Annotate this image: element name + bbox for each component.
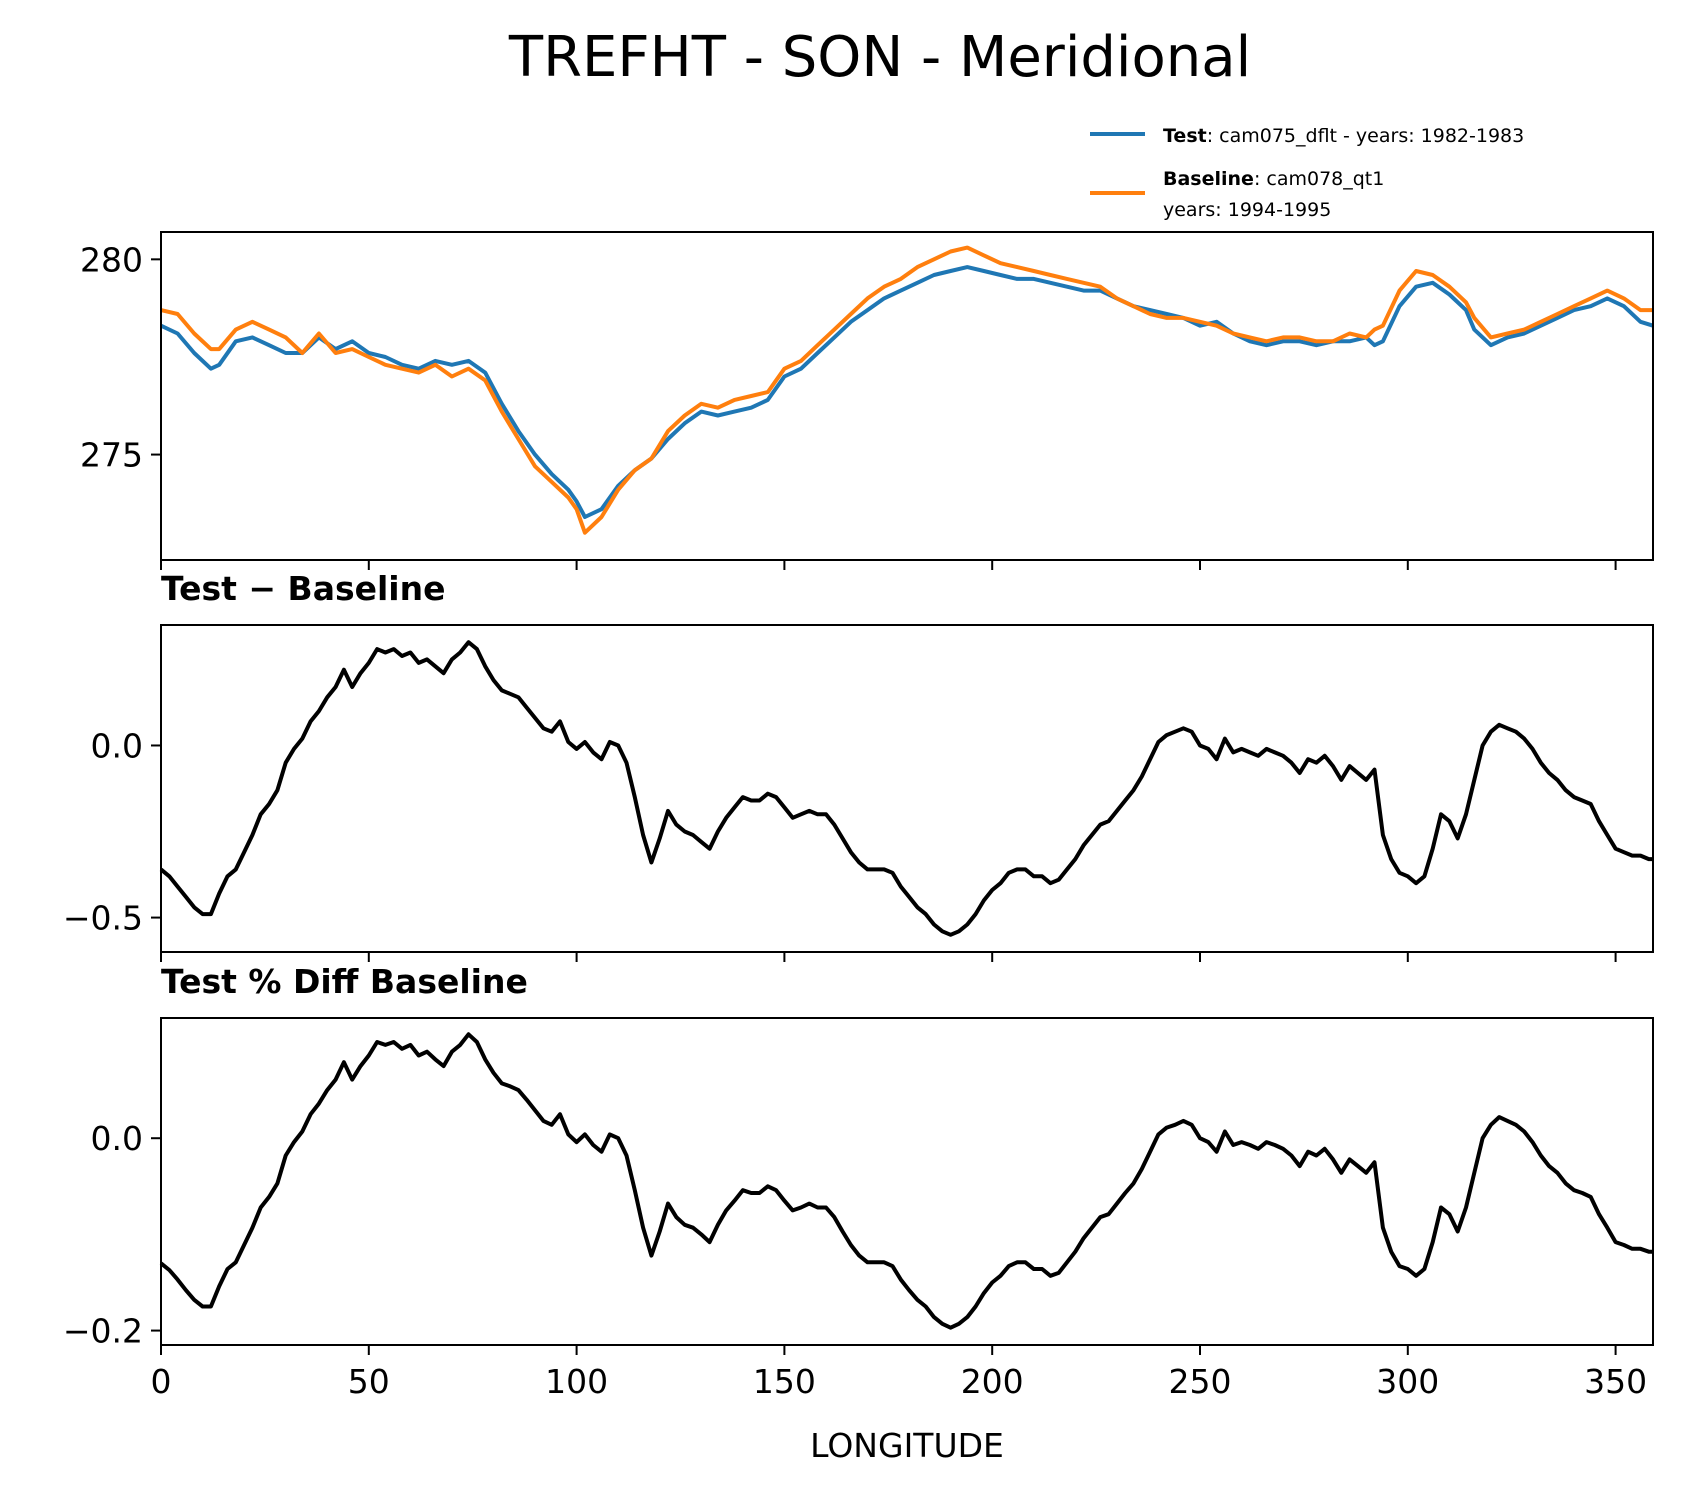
- legend-test-name: Test: [1163, 125, 1207, 147]
- y-tick-label-main-1: 280: [80, 240, 143, 279]
- panel-main: 275 280: [80, 231, 1654, 570]
- x-axis-label: LONGITUDE: [810, 1426, 1004, 1465]
- panel-main-frame: [160, 231, 1654, 561]
- legend-baseline-years: years: 1994-1995: [1163, 199, 1331, 221]
- panel-percent-difference-frame: [160, 1017, 1654, 1346]
- y-tick-label-diff-1: 0.0: [91, 726, 143, 765]
- y-tick-label-diff-0: −0.5: [63, 899, 143, 938]
- y-tick-label-main-0: 275: [80, 436, 143, 475]
- series-line-pctdiff-0: [159, 1032, 1653, 1330]
- legend-baseline-label: Baseline: cam078_qt1: [1163, 168, 1384, 190]
- series-line-diff-0: [159, 640, 1653, 937]
- y-tick-label-pctdiff-0: −0.2: [63, 1312, 143, 1351]
- panel-percent-difference-title: Test % Diff Baseline: [161, 962, 528, 1001]
- legend: Test: cam075_dflt - years: 1982-1983 Bas…: [1090, 125, 1524, 221]
- x-tick-label-2: 100: [545, 1362, 608, 1401]
- panel-difference-frame: [160, 624, 1654, 953]
- panel-difference-title: Test − Baseline: [161, 569, 446, 608]
- legend-test-label: Test: cam075_dflt - years: 1982-1983: [1163, 125, 1524, 147]
- panel-difference: Test − Baseline −0.5 0.0: [63, 569, 1654, 962]
- x-tick-label-7: 350: [1584, 1362, 1647, 1401]
- x-tick-label-4: 200: [961, 1362, 1024, 1401]
- x-tick-label-0: 0: [151, 1362, 172, 1401]
- x-tick-label-3: 150: [753, 1362, 816, 1401]
- x-tick-label-1: 50: [348, 1362, 390, 1401]
- series-line-main-0: [160, 265, 1654, 519]
- series-line-main-1: [160, 245, 1653, 535]
- y-tick-label-pctdiff-1: 0.0: [91, 1119, 143, 1158]
- chart-title: TREFHT - SON - Meridional: [508, 25, 1251, 90]
- x-tick-label-6: 300: [1376, 1362, 1439, 1401]
- panel-percent-difference: Test % Diff Baseline −0.2 0.0 0 50 100 150 200…: [63, 962, 1654, 1401]
- x-tick-label-5: 250: [1168, 1362, 1231, 1401]
- legend-baseline-name: Baseline: [1163, 168, 1254, 190]
- legend-baseline-text: : cam078_qt1: [1254, 168, 1384, 190]
- legend-test-text: : cam075_dflt - years: 1982-1983: [1207, 125, 1525, 147]
